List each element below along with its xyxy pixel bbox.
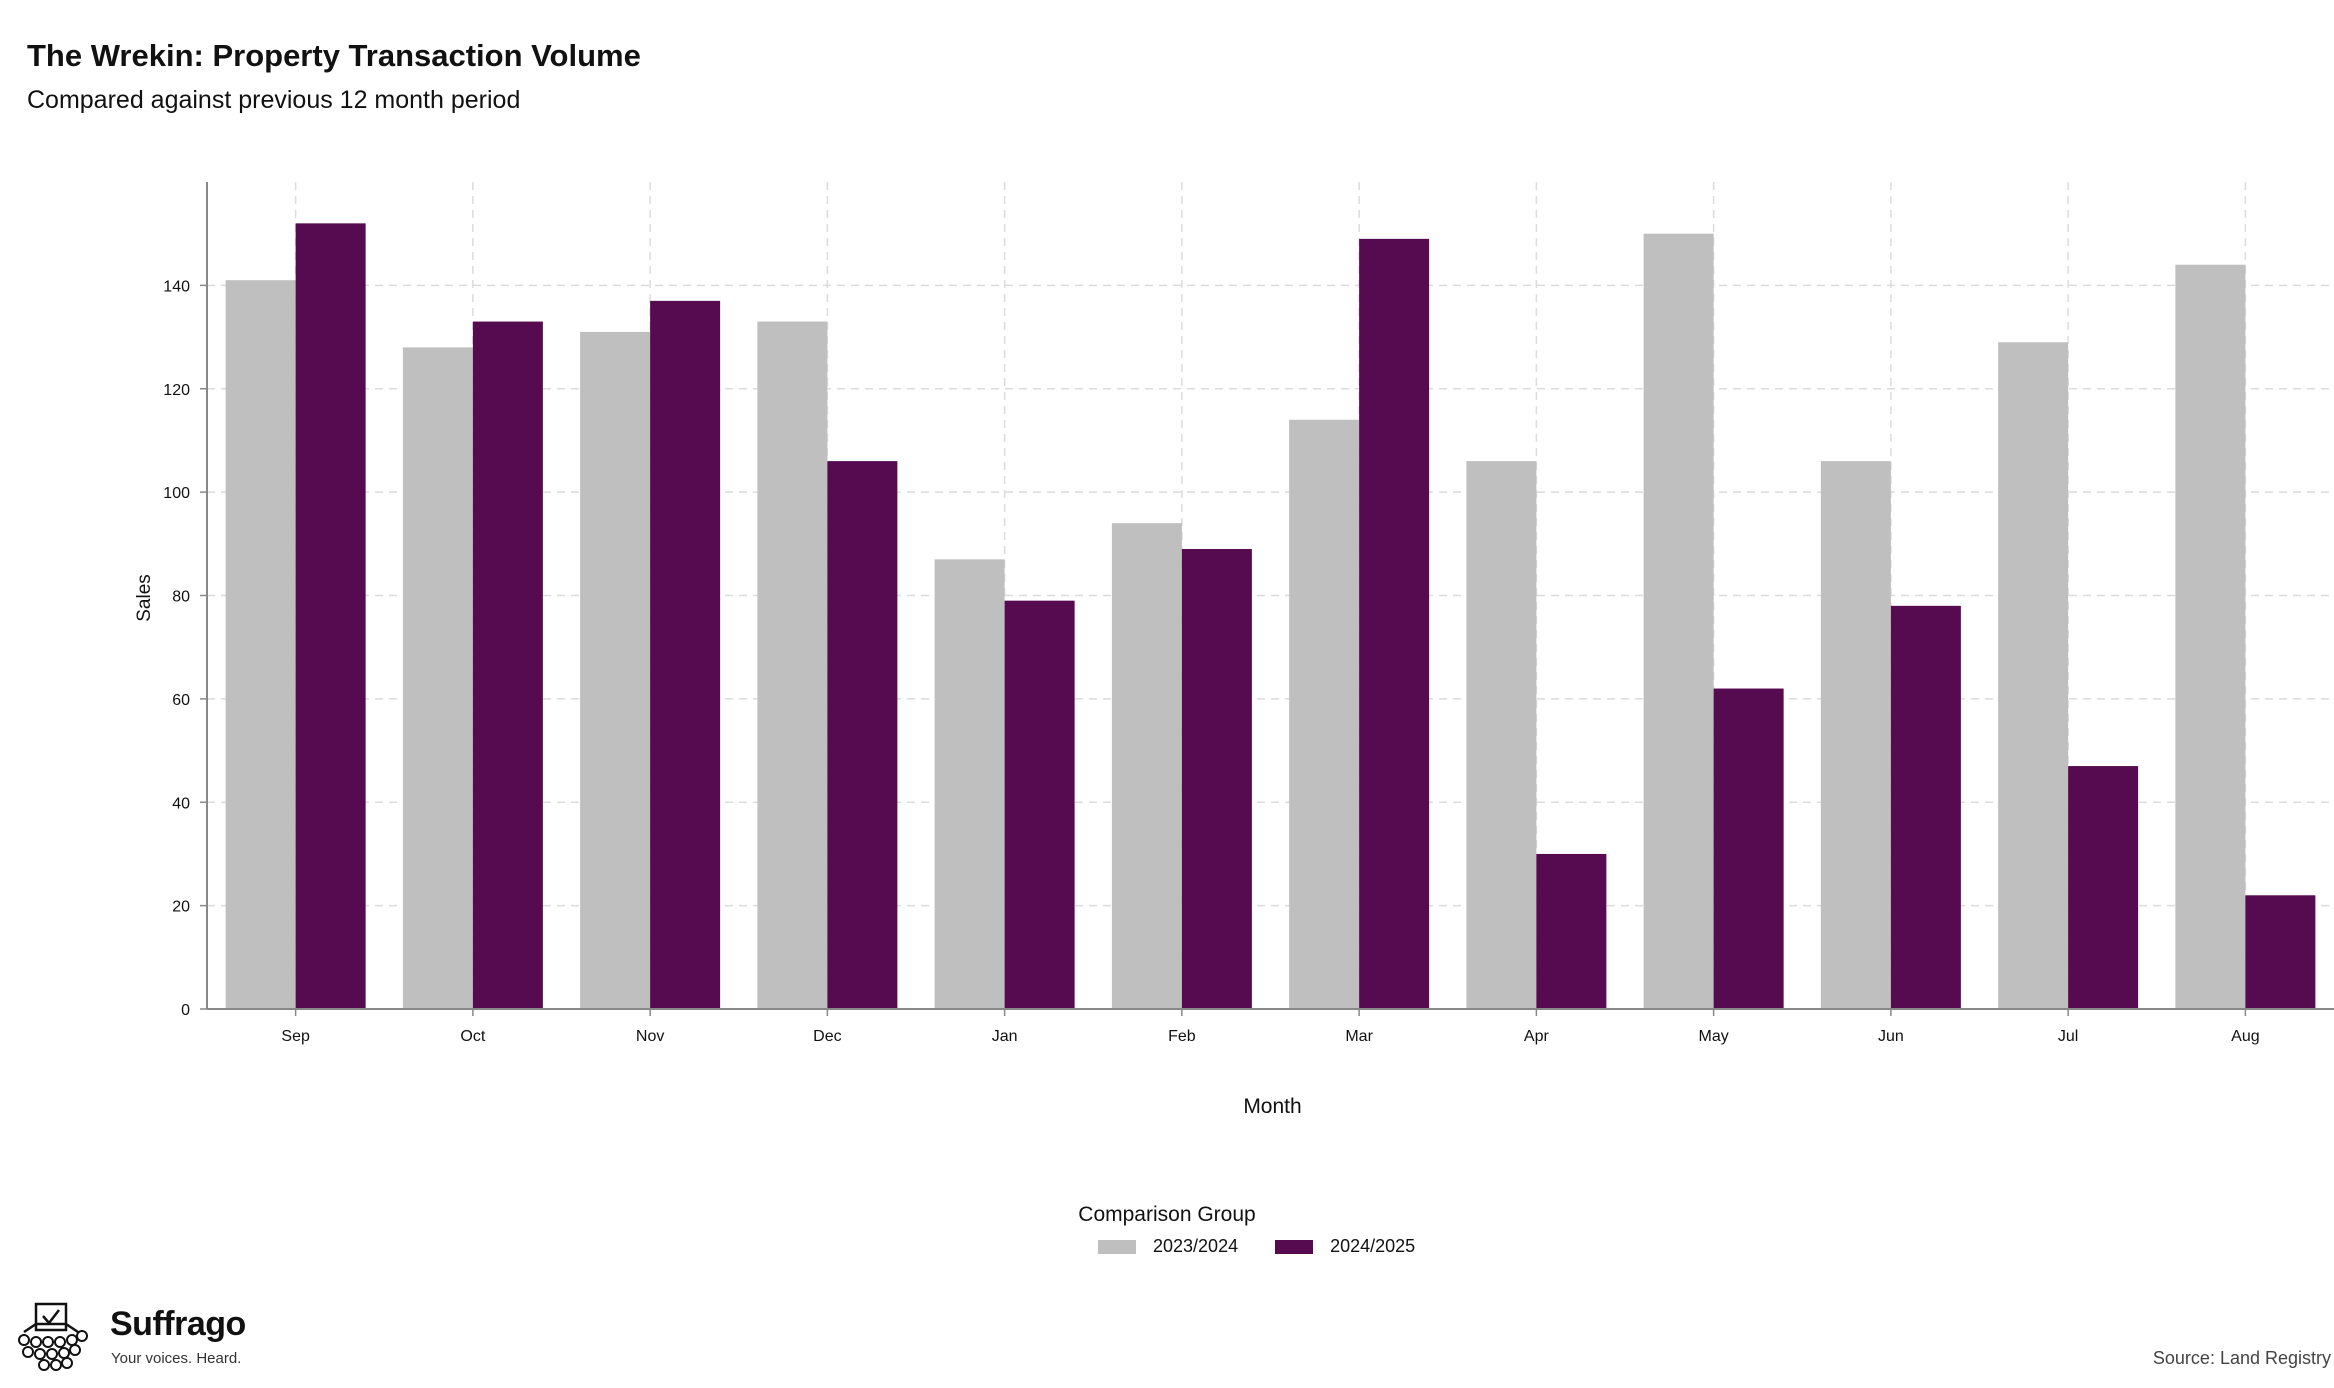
bar-2024-2025-apr xyxy=(1536,853,1607,1009)
bar-2023-2024-mar xyxy=(1289,419,1360,1009)
legend: 2023/2024 2024/2025 xyxy=(1098,1236,1452,1257)
bar-2023-2024-may xyxy=(1643,233,1714,1009)
legend-item-2024-2025: 2024/2025 xyxy=(1275,1236,1415,1257)
x-tick-label: Oct xyxy=(460,1028,485,1045)
y-tick-label: 40 xyxy=(172,795,190,812)
bar-2024-2025-oct xyxy=(472,321,543,1009)
bar-2024-2025-nov xyxy=(650,300,721,1010)
y-tick-label: 20 xyxy=(172,899,190,916)
bar-2023-2024-jun xyxy=(1820,461,1891,1009)
bar-2024-2025-jul xyxy=(2068,766,2139,1009)
bar-2024-2025-dec xyxy=(827,461,898,1009)
y-tick-label: 0 xyxy=(181,1002,190,1019)
bar-2024-2025-may xyxy=(1713,688,1784,1009)
x-tick-label: Aug xyxy=(2231,1028,2259,1045)
x-tick-label: Jul xyxy=(2058,1028,2078,1045)
y-tick-label: 120 xyxy=(163,382,190,399)
y-tick-label: 60 xyxy=(172,692,190,709)
x-tick-label: Feb xyxy=(1168,1028,1196,1045)
legend-swatch-2023-2024 xyxy=(1098,1239,1136,1254)
x-tick-label: Jun xyxy=(1878,1028,1904,1045)
bar-2024-2025-feb xyxy=(1181,548,1252,1009)
bar-2024-2025-jun xyxy=(1890,605,1961,1009)
x-tick-label: Jan xyxy=(992,1028,1018,1045)
axes: 0 20 40 60 80 100 120 140 Sep Oct Nov Dec Jan Feb Mar A… xyxy=(134,182,2334,1118)
y-tick-label: 100 xyxy=(163,485,190,502)
source-note: Source: Land Registry xyxy=(2152,1348,2331,1368)
x-tick-label: Sep xyxy=(281,1028,310,1045)
legend-label-2023-2024: 2023/2024 xyxy=(1153,1236,1239,1256)
bar-2024-2025-sep xyxy=(295,223,366,1010)
bar-2024-2025-mar xyxy=(1359,238,1430,1009)
y-tick-label: 80 xyxy=(172,589,190,606)
chart-subtitle: Compared against previous 12 month perio… xyxy=(27,86,521,114)
bar-2023-2024-apr xyxy=(1466,461,1537,1009)
bar-2023-2024-nov xyxy=(580,331,651,1009)
bar-2023-2024-jul xyxy=(1998,342,2069,1009)
x-tick-label: Apr xyxy=(1524,1028,1550,1045)
legend-title: Comparison Group xyxy=(1078,1203,1256,1226)
x-tick-label: Dec xyxy=(813,1028,841,1045)
bar-2023-2024-sep xyxy=(225,280,296,1009)
x-axis-title: Month xyxy=(1243,1095,1301,1118)
y-tick-label: 140 xyxy=(163,278,190,295)
bar-chart: 0 20 40 60 80 100 120 140 Sep Oct Nov Dec Jan Feb Mar A… xyxy=(134,182,2334,1118)
legend-swatch-2024-2025 xyxy=(1275,1239,1314,1254)
bars xyxy=(225,223,2316,1010)
bar-2023-2024-aug xyxy=(2175,264,2246,1009)
bar-2023-2024-jan xyxy=(934,559,1005,1009)
bar-2024-2025-jan xyxy=(1004,600,1075,1009)
x-tick-label: May xyxy=(1699,1028,1729,1045)
bar-2023-2024-dec xyxy=(757,321,828,1009)
brand-name: Suffrago xyxy=(110,1305,246,1343)
y-axis-title: Sales xyxy=(134,574,155,622)
bar-2023-2024-oct xyxy=(402,347,473,1009)
legend-item-2023-2024: 2023/2024 xyxy=(1098,1236,1238,1257)
bar-2024-2025-aug xyxy=(2245,895,2316,1009)
x-tick-label: Mar xyxy=(1345,1028,1373,1045)
brand-tagline: Your voices. Heard. xyxy=(111,1350,242,1367)
x-tick-label: Nov xyxy=(636,1028,664,1045)
chart-title: The Wrekin: Property Transaction Volume xyxy=(27,38,641,73)
ballot-box-logo-icon xyxy=(18,1302,88,1371)
bar-2023-2024-feb xyxy=(1111,523,1182,1009)
legend-label-2024-2025: 2024/2025 xyxy=(1330,1236,1416,1256)
